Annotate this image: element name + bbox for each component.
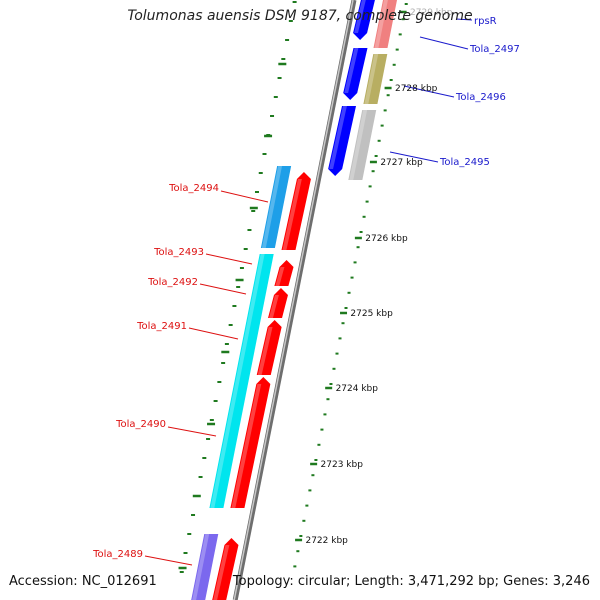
gene-label-leader bbox=[167, 426, 217, 437]
feature-shading bbox=[349, 110, 368, 180]
tick-label: 2728 kbp bbox=[395, 84, 438, 94]
gene-label-leader bbox=[144, 555, 193, 566]
feature-shading bbox=[257, 327, 273, 375]
feature-shading bbox=[213, 545, 230, 600]
tola-2490-feature bbox=[230, 377, 271, 508]
gene-label-leader bbox=[205, 253, 253, 265]
feature-shading bbox=[269, 295, 279, 318]
feature-track bbox=[191, 0, 397, 600]
gene-label-leader bbox=[403, 85, 455, 98]
tola-2492-feature bbox=[268, 288, 288, 318]
tola-2496-category-feature bbox=[363, 54, 388, 104]
gene-label: Tola_2489 bbox=[92, 549, 143, 560]
feature-shading bbox=[344, 48, 359, 93]
gene-label: Tola_2495 bbox=[439, 157, 490, 168]
tola-2494-category-feature bbox=[260, 166, 292, 248]
feature-shading bbox=[329, 106, 347, 169]
feature-shading bbox=[374, 0, 388, 48]
rpsR-feature bbox=[353, 0, 375, 40]
feature-shading bbox=[354, 0, 366, 33]
outer-tick-track bbox=[178, 1, 297, 573]
feature-shading bbox=[364, 54, 379, 104]
tola-2496-feature bbox=[343, 48, 368, 100]
tick-labels: 2729 kbp 2728 kbp 2727 kbp 2726 kbp 2725 kbp… bbox=[305, 8, 452, 546]
tick-label: 2723 kbp bbox=[321, 460, 364, 470]
gene-label-leader bbox=[220, 190, 269, 203]
tick-label: 2726 kbp bbox=[365, 234, 408, 244]
tola-2491-feature bbox=[256, 320, 282, 375]
gene-label-leader bbox=[188, 327, 239, 340]
feature-shading bbox=[261, 166, 283, 248]
topology-summary: Topology: circular; Length: 3,471,292 bp… bbox=[232, 574, 590, 589]
backbone-highlight bbox=[233, 0, 354, 600]
gene-label: Tola_2497 bbox=[469, 44, 520, 55]
backbone-line bbox=[232, 0, 357, 600]
gene-label-leaders bbox=[144, 18, 473, 566]
tick-label: 2725 kbp bbox=[350, 309, 393, 319]
genome-backbone bbox=[232, 0, 357, 600]
tola-2495-category-feature bbox=[348, 110, 377, 180]
gene-label: Tola_2492 bbox=[147, 277, 198, 288]
rpsR-category-feature bbox=[373, 0, 397, 48]
gene-labels: rpsR Tola_2497 Tola_2496 Tola_2495 Tola_2494… bbox=[92, 16, 520, 560]
accession-text: Accession: NC_012691 bbox=[9, 574, 157, 589]
feature-shading bbox=[210, 254, 265, 508]
tick-label: 2724 kbp bbox=[336, 384, 379, 394]
tola-2489-feature bbox=[212, 538, 239, 600]
tick-label: 2727 kbp bbox=[380, 158, 423, 168]
map-title: Tolumonas auensis DSM 9187, complete gen… bbox=[127, 8, 473, 24]
tola-2493-feature bbox=[274, 260, 294, 286]
inner-tick-track bbox=[293, 3, 408, 568]
tick-label: 2729 kbp bbox=[410, 8, 453, 18]
feature-shading bbox=[231, 384, 262, 508]
gene-label-leader bbox=[455, 18, 473, 21]
gene-label: Tola_2496 bbox=[455, 92, 506, 103]
tola-2490-category-feature bbox=[209, 254, 274, 508]
gene-label-leader bbox=[419, 36, 469, 50]
tola-2494-feature bbox=[281, 172, 311, 250]
gene-label-leader bbox=[389, 151, 439, 163]
tola-2489-category-feature bbox=[191, 534, 219, 600]
gene-label: Tola_2493 bbox=[153, 247, 204, 258]
gene-label: Tola_2494 bbox=[168, 183, 219, 194]
feature-shading bbox=[275, 267, 285, 286]
tola-2495-feature bbox=[328, 106, 357, 176]
gene-label: Tola_2491 bbox=[136, 321, 187, 332]
tick-label: 2722 kbp bbox=[305, 536, 348, 546]
gene-label: Tola_2490 bbox=[115, 419, 166, 430]
gene-label: rpsR bbox=[474, 16, 497, 27]
feature-shading bbox=[192, 534, 210, 600]
gene-label-leader bbox=[199, 283, 247, 295]
feature-shading bbox=[282, 179, 302, 250]
